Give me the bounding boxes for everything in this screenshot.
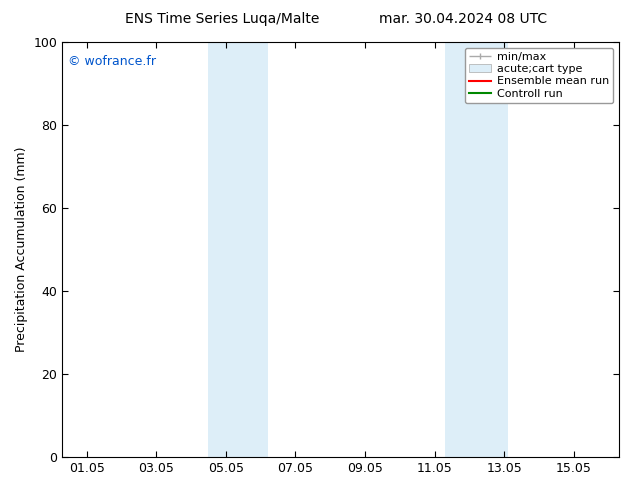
Bar — [445, 42, 508, 457]
Text: ENS Time Series Luqa/Malte: ENS Time Series Luqa/Malte — [125, 12, 319, 26]
Bar — [209, 42, 268, 457]
Legend: min/max, acute;cart type, Ensemble mean run, Controll run: min/max, acute;cart type, Ensemble mean … — [465, 48, 614, 103]
Text: © wofrance.fr: © wofrance.fr — [68, 54, 156, 68]
Y-axis label: Precipitation Accumulation (mm): Precipitation Accumulation (mm) — [15, 147, 28, 352]
Text: mar. 30.04.2024 08 UTC: mar. 30.04.2024 08 UTC — [378, 12, 547, 26]
